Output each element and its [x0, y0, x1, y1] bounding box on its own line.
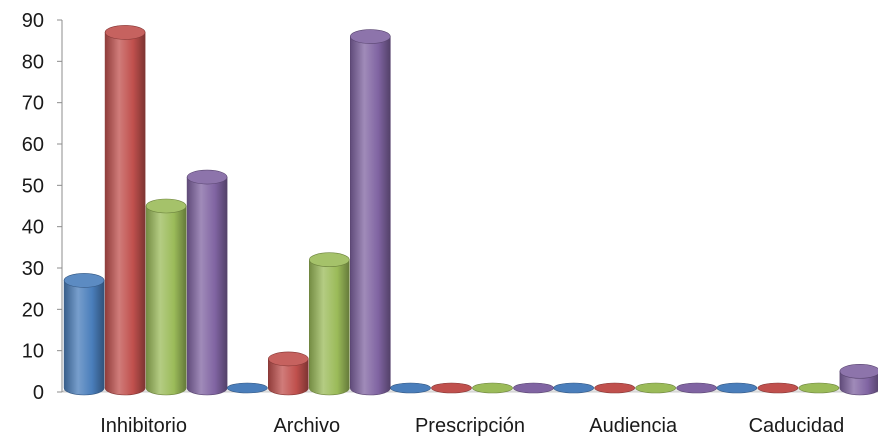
x-tick-label: Prescripción — [415, 415, 525, 437]
bar — [635, 382, 677, 394]
x-tick-label: Caducidad — [749, 415, 845, 437]
bar — [676, 382, 718, 394]
bar — [472, 382, 513, 394]
bar — [349, 29, 391, 396]
y-tick-label: 30 — [22, 258, 44, 280]
bar — [104, 25, 146, 396]
bars-layer — [63, 25, 878, 396]
labels-layer: 0 10 20 30 40 50 60 70 80 90 Inhibitorio Archivo Pre… — [22, 10, 844, 437]
bar — [227, 382, 268, 394]
bar — [186, 169, 228, 396]
x-tick-label: Inhibitorio — [100, 415, 187, 437]
bar — [431, 382, 472, 394]
y-tick-label: 20 — [22, 299, 44, 321]
bar — [390, 382, 431, 394]
y-tick-label: 70 — [22, 93, 44, 115]
bar — [716, 382, 758, 394]
bar — [757, 382, 799, 394]
bar — [63, 273, 105, 396]
y-tick-label: 90 — [22, 10, 44, 32]
bar — [145, 198, 187, 396]
y-tick-label: 0 — [33, 382, 44, 404]
x-tick-label: Archivo — [273, 415, 340, 437]
bar — [594, 382, 636, 394]
bar — [798, 382, 840, 394]
y-tick-label: 80 — [22, 51, 44, 73]
bar — [553, 382, 595, 394]
bar — [513, 382, 554, 394]
bar — [839, 364, 878, 396]
y-tick-label: 60 — [22, 134, 44, 156]
y-tick-label: 10 — [22, 341, 44, 363]
x-tick-label: Audiencia — [589, 415, 678, 437]
bar — [267, 351, 309, 396]
y-tick-label: 50 — [22, 175, 44, 197]
bar — [308, 252, 350, 396]
y-tick-label: 40 — [22, 217, 44, 239]
